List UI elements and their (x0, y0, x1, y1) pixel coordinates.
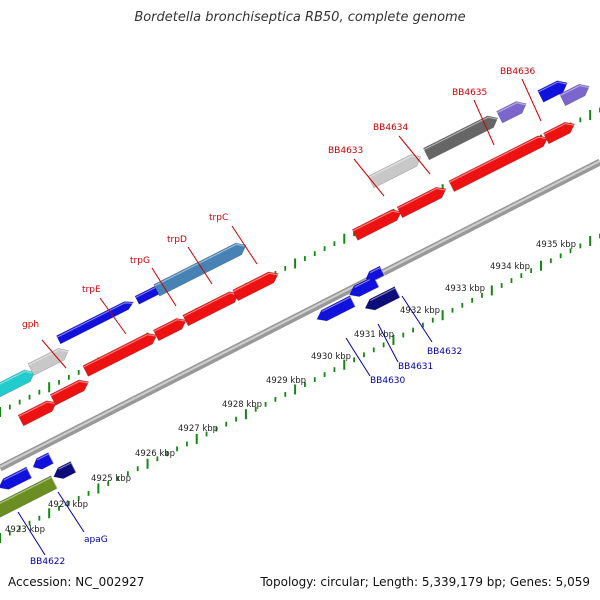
gene-trpC (232, 271, 279, 302)
label-leader (353, 158, 385, 197)
gene-trpE (82, 332, 158, 377)
gene-darkblue-left-shine (58, 461, 78, 474)
gene-blue-row-shine (56, 302, 135, 338)
gene-steel-shine (154, 243, 247, 287)
gene-blue-left-2 (32, 452, 55, 470)
gene-gray-2-shine (368, 155, 422, 179)
gene-BB4633-shine (352, 210, 403, 232)
gene-trpG-shine (153, 319, 188, 332)
gene-red-2 (49, 379, 90, 406)
scale-label: 4925 kbp (91, 474, 131, 484)
gene-label-apaG: apaG (84, 535, 108, 545)
label-leader (41, 339, 67, 369)
gene-steel (153, 242, 247, 297)
gene-trpC-shine (233, 272, 280, 292)
label-leader (231, 225, 258, 265)
gene-BB4636 (542, 121, 576, 145)
gene-gph (17, 400, 57, 427)
gene-darkgray (422, 115, 499, 161)
gene-blue-far-shine (538, 81, 569, 93)
gene-label-trpE: trpE (82, 285, 101, 295)
gene-purple-far (559, 83, 590, 107)
scale-label: 4928 kbp (222, 400, 262, 410)
gene-darkblue-left (53, 461, 77, 479)
gene-blue-far (537, 80, 568, 103)
gene-label-BB4631: BB4631 (398, 362, 433, 372)
gene-darkblue (364, 286, 401, 311)
gene-label-trpD: trpD (167, 235, 187, 245)
gene-BB4636-shine (543, 122, 576, 135)
gene-cyan (0, 369, 35, 398)
scale-label: 4929 kbp (266, 376, 306, 386)
scale-label: 4932 kbp (400, 306, 440, 316)
gene-BB4634 (396, 186, 447, 219)
gene-darkblue-shine (370, 287, 402, 302)
gene-blue-left-shine (3, 467, 34, 481)
gene-red-2-shine (50, 380, 90, 397)
gene-BB4633 (351, 209, 402, 241)
map-title: Bordetella bronchiseptica RB50, complete… (134, 10, 466, 25)
label-leader (398, 135, 431, 175)
label-leader (401, 295, 433, 343)
gene-label-BB4633: BB4633 (328, 146, 363, 156)
gene-label-gph: gph (22, 320, 39, 330)
gene-label-BB4632: BB4632 (427, 347, 462, 357)
gene-BB4634-shine (397, 187, 447, 209)
backbone-highlight (0, 160, 600, 468)
scale-label: 4930 kbp (311, 352, 351, 362)
gene-blue-left-2-shine (37, 453, 55, 465)
gene-label-trpC: trpC (209, 213, 228, 223)
gene-label-BB4635: BB4635 (452, 88, 487, 98)
scale-label: 4926 kbp (135, 449, 175, 459)
gene-trpG (152, 318, 187, 342)
label-leader (521, 78, 542, 122)
gene-BB4630 (316, 295, 356, 322)
gene-cyan-shine (0, 370, 36, 385)
label-leader (17, 511, 46, 556)
gene-olive-shine (0, 476, 59, 504)
label-leader (473, 99, 495, 146)
gene-label-BB4630: BB4630 (370, 376, 406, 386)
label-leader (377, 323, 399, 363)
label-leader (99, 297, 127, 335)
scale-label: 4931 kbp (354, 330, 394, 340)
gene-BB4635 (448, 135, 549, 193)
label-leader (57, 491, 85, 533)
scale-label: 4927 kbp (178, 424, 218, 434)
gene-purple (496, 101, 527, 124)
gene-label-BB4622: BB4622 (30, 557, 65, 567)
gene-purple-shine (496, 102, 528, 114)
gene-label-BB4636: BB4636 (500, 67, 536, 77)
gene-blue-left (0, 466, 33, 490)
scale-label: 4934 kbp (490, 262, 530, 272)
scale-label: 4933 kbp (445, 284, 485, 294)
gene-BB4632-shine (369, 266, 386, 277)
gene-BB4632 (365, 265, 385, 281)
gene-gray-1 (27, 348, 69, 376)
gene-BB4630-shine (321, 296, 357, 313)
gene-gray-1-shine (28, 349, 70, 366)
gene-BB4635-shine (449, 136, 549, 183)
gene-trpD (182, 291, 240, 327)
label-leader (345, 337, 371, 377)
label-leader (151, 267, 177, 307)
gene-blue-row (56, 301, 135, 345)
accession-label: Accession: NC_002927 (8, 575, 145, 589)
gene-gray-2 (367, 154, 422, 189)
label-leader (187, 246, 213, 285)
gene-darkgray-shine (423, 116, 499, 151)
scale-label: 4923 kbp (5, 525, 45, 535)
gene-olive (0, 475, 58, 518)
gene-purple-far-shine (559, 84, 591, 97)
gene-gph-shine (18, 401, 58, 418)
genome-summary: Topology: circular; Length: 5,339,179 bp… (260, 575, 590, 589)
gene-trpE-shine (83, 333, 158, 368)
gene-label-BB4634: BB4634 (373, 123, 409, 133)
scale-label: 4935 kbp (536, 240, 576, 250)
scale-label: 4924 kbp (48, 500, 88, 510)
gene-label-trpG: trpG (130, 256, 150, 266)
